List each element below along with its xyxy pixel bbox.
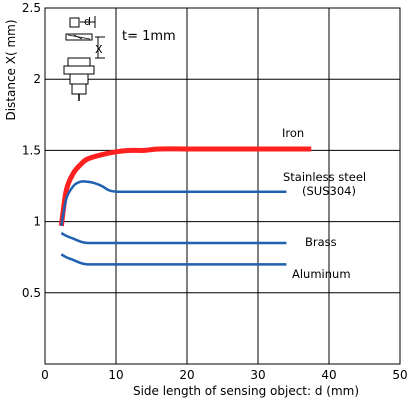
x-tick-label: 30: [250, 368, 265, 382]
series-line-stainless-steel: [60, 180, 287, 227]
y-tick-label: 1.5: [22, 143, 41, 157]
x-tick-label: 40: [321, 368, 336, 382]
x-tick-label: 0: [41, 368, 49, 382]
x-tick-label: 10: [108, 368, 123, 382]
series-label-stainless: Stainless steel: [283, 170, 366, 184]
x-tick-label: 50: [392, 368, 407, 382]
series-line-brass: [60, 231, 287, 245]
series-line-iron: [58, 146, 312, 227]
series-label-stainless-sus: (SUS304): [302, 184, 356, 198]
y-tick-label: 2: [33, 72, 41, 86]
thickness-annotation: t= 1mm: [122, 29, 176, 44]
series-label-aluminum: Aluminum: [292, 267, 351, 281]
y-tick-label: 0.5: [22, 286, 41, 300]
inset-x-label: X: [95, 43, 103, 56]
series-line-aluminum: [60, 253, 287, 266]
inset-d-label: d: [84, 15, 91, 28]
x-axis-label: Side length of sensing object: d (mm): [133, 384, 359, 398]
series-label-iron: Iron: [282, 126, 304, 140]
x-tick-label: 20: [179, 368, 194, 382]
y-tick-labels: 0.5 1 1.5 2 2.5: [22, 1, 41, 300]
y-axis-label: Distance X( mm): [4, 19, 18, 120]
x-tick-labels: 0 10 20 30 40 50: [41, 368, 407, 382]
y-tick-label: 2.5: [22, 1, 41, 15]
series-layer: [58, 146, 312, 266]
grid-lines: [45, 8, 400, 364]
sensor-diagram: d X: [63, 15, 105, 101]
series-label-brass: Brass: [305, 235, 337, 249]
y-tick-label: 1: [33, 215, 41, 229]
